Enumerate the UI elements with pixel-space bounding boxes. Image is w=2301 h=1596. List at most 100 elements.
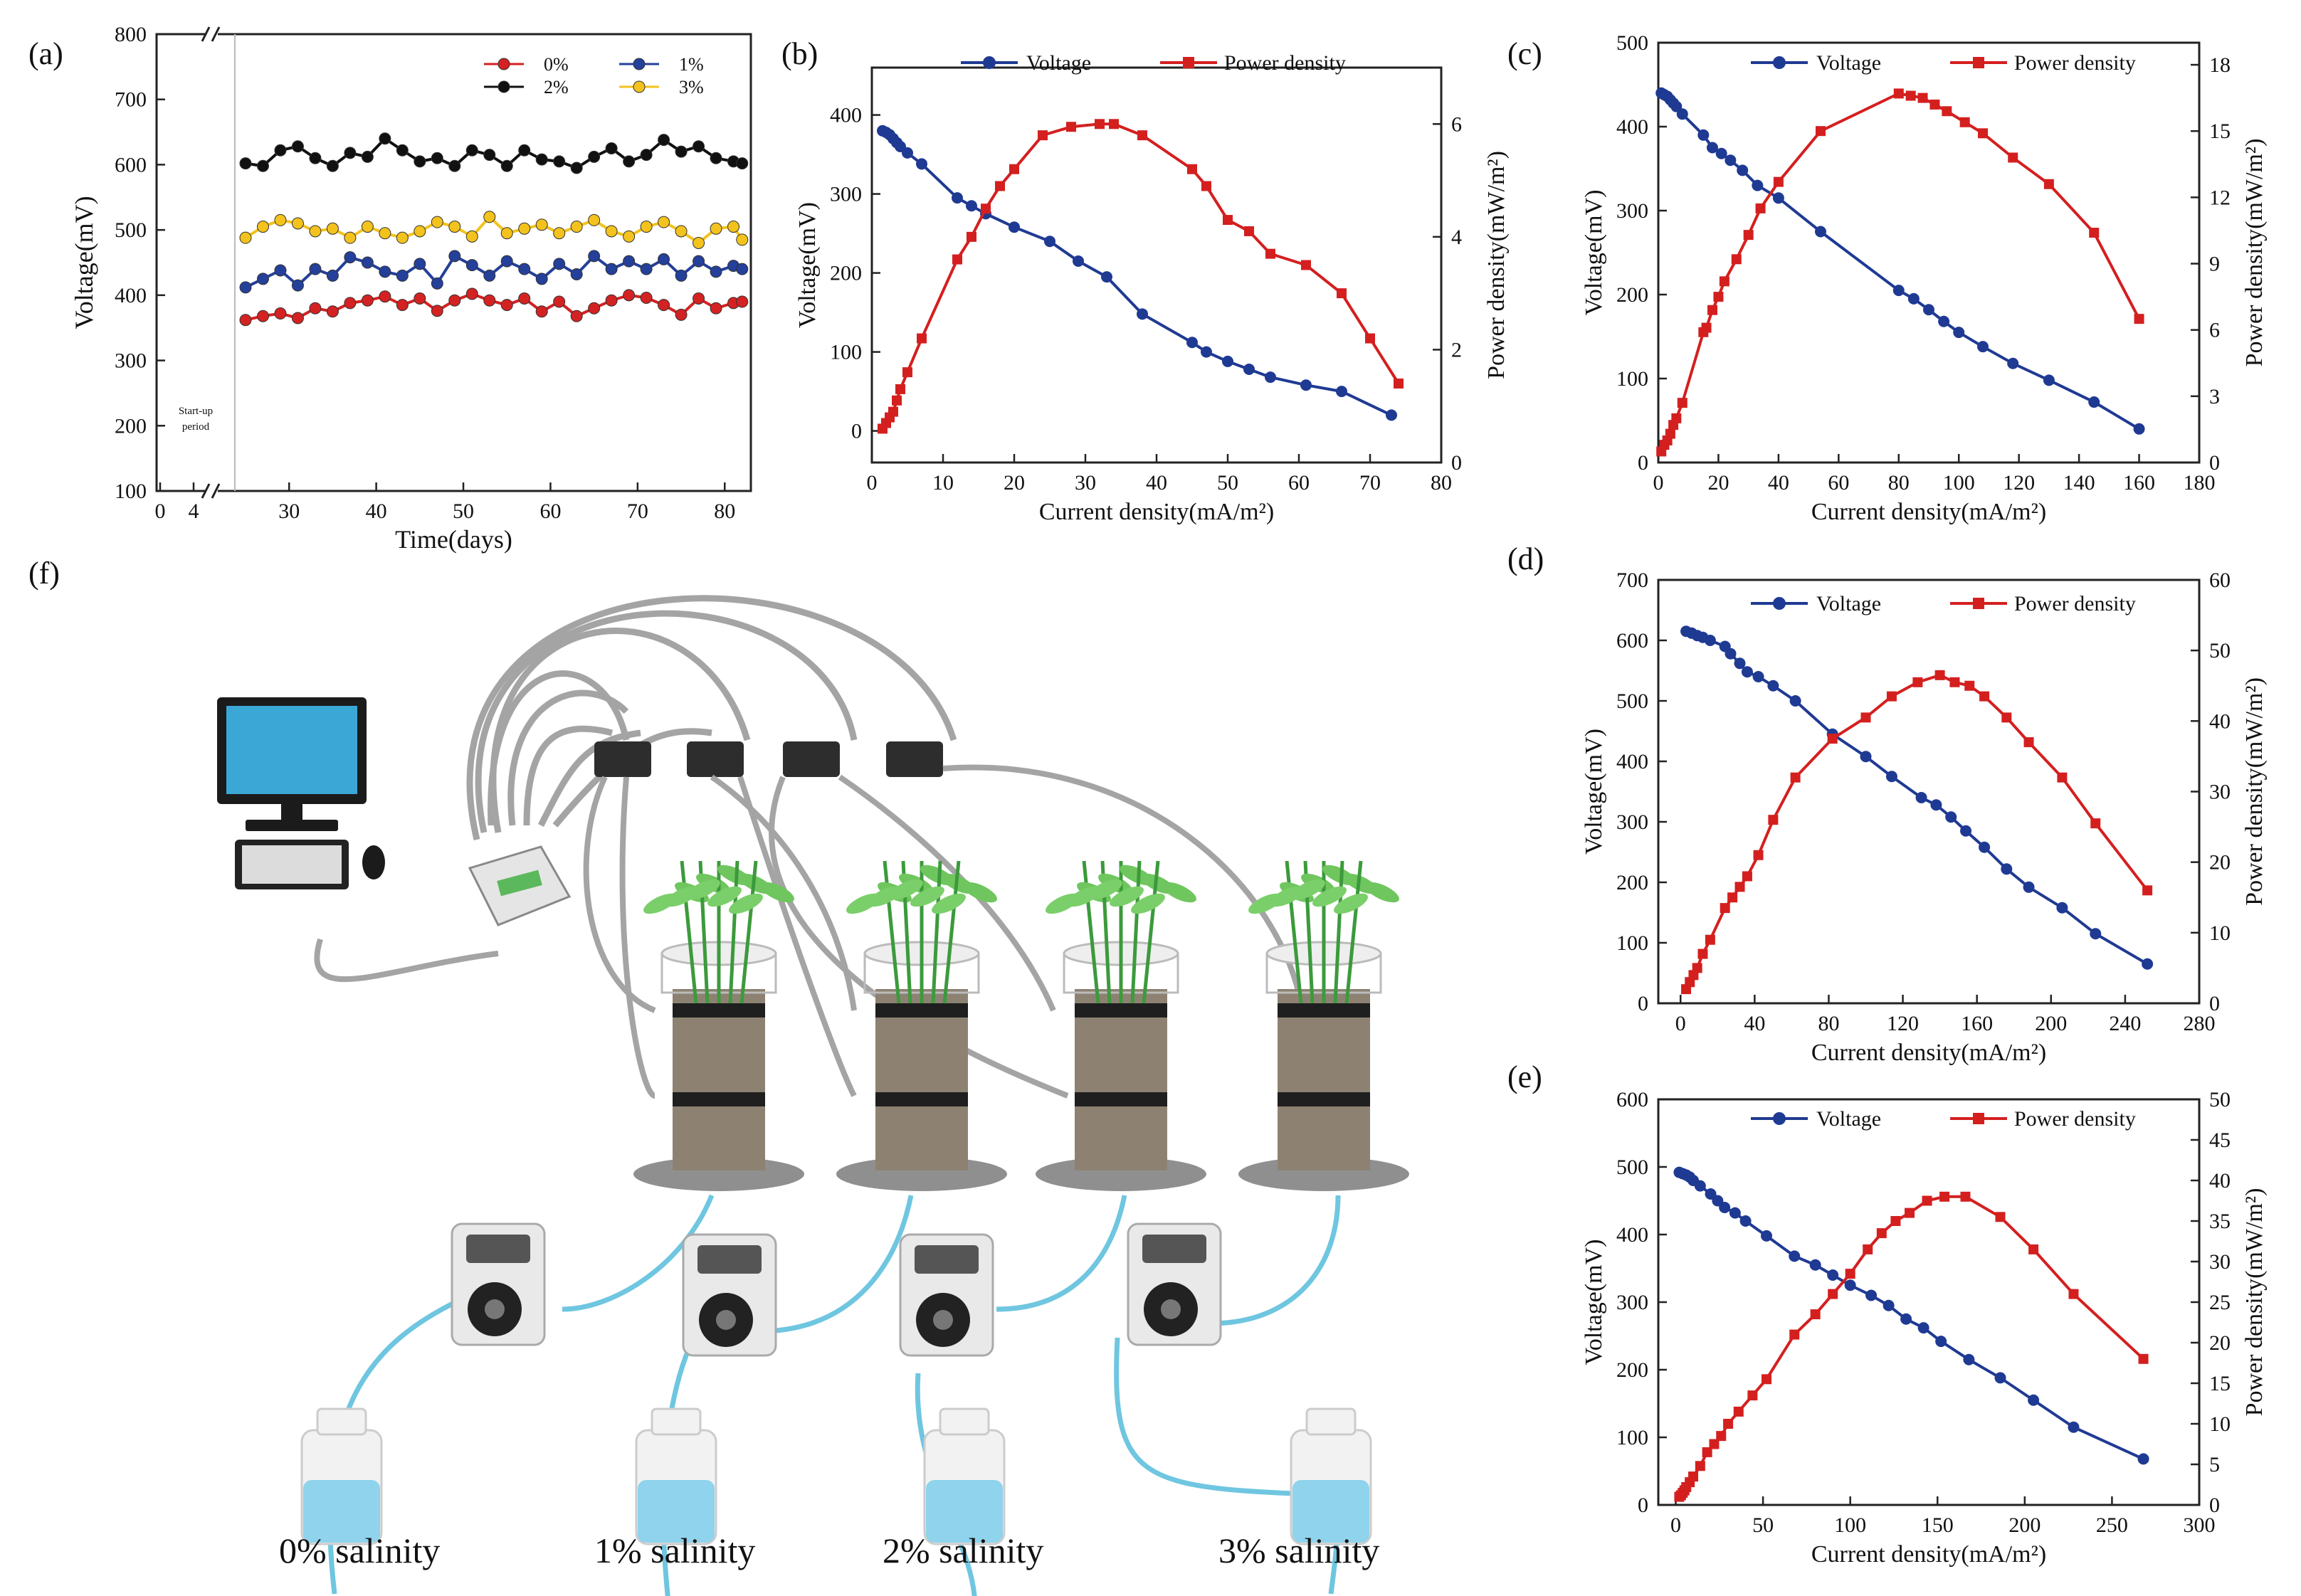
legend-voltage-marker [1773,597,1786,610]
x-tick-label: 250 [2096,1513,2128,1537]
voltage-point [1827,1269,1839,1281]
power-point [1187,164,1197,174]
voltage-point [1789,1250,1801,1262]
y-tick-label: 100 [1616,1426,1648,1449]
series-point [588,250,601,263]
power-point [1828,1289,1838,1299]
y-tick-label: 400 [1616,1223,1648,1247]
power-point [2089,228,2100,238]
voltage-point [1994,1372,2006,1384]
y-tick-label: 600 [1616,629,1648,652]
x-tick-label: 120 [2003,471,2035,495]
plant-leaf [1131,893,1165,914]
y2-axis-label: Power density(mW/m²) [2241,1188,2268,1417]
x-tick-label: 0 [867,471,878,495]
series-point [431,277,443,290]
series-point [623,230,636,243]
bottle-icon [923,1407,1006,1545]
voltage-point [1101,271,1112,283]
series-point [239,157,252,170]
salinity-label-2: 2% salinity [883,1531,1044,1570]
series-point [274,307,287,320]
pump-display [697,1245,762,1274]
series-point [448,221,461,233]
voltage-point [2043,374,2055,386]
voltage-point [1953,327,1965,339]
plant-stem [1142,860,1160,1004]
legend-power-label: Power density [2014,592,2136,615]
power-point [2008,152,2018,163]
power-point [2001,712,2012,723]
series-point [291,217,304,230]
series-point [640,263,653,275]
voltage-point [1336,386,1347,398]
voltage-point [1844,1279,1856,1291]
y-tick-label: 200 [1616,283,1648,307]
series-point [675,145,688,158]
y-axis-label: Voltage(mV) [1581,1240,1607,1365]
plant-leaf [707,886,742,907]
voltage-point [1725,648,1737,660]
plant-leaf [1291,879,1325,900]
y-tick-label: 500 [1616,31,1648,55]
axis-break-mark [211,483,221,499]
y2-tick-label: 35 [2209,1210,2231,1233]
y-tick-label: 300 [1616,810,1648,834]
voltage-point [1073,255,1084,267]
voltage-point [1761,1230,1772,1242]
power-point [1845,1269,1855,1279]
chart-d-polarization: 0 40 80 120 160 200 240 28001002003004005006007… [1581,569,2268,1066]
y-axis-label: Voltage(mV) [1581,729,1607,855]
y2-tick-label: 12 [2209,186,2231,209]
voltage-point [2001,863,2013,875]
reactor-band [1278,1003,1370,1018]
power-point [1692,963,1702,973]
legend-voltage-label: Voltage [1816,51,1881,75]
y-tick-label: 300 [1616,199,1648,223]
voltage-point [1222,355,1233,367]
y-tick-label: 700 [1616,569,1648,592]
pump-rotor-hub [485,1299,505,1319]
series-point [640,149,653,162]
pump-rotor-hub [1161,1299,1181,1319]
y2-tick-label: 50 [2209,1088,2231,1111]
voltage-point [1300,379,1312,391]
power-point [967,231,976,242]
x-tick-label: 60 [1828,471,1849,495]
x-axis-label: Current density(mA/m²) [1811,499,2046,525]
chart-b-polarization: 0 10 20 30 40 50 60 70 8001002003004000246Curren… [794,51,1509,525]
voltage-point [2133,423,2145,435]
series-point [553,227,566,240]
series-point [396,299,409,312]
legend-power-marker [1973,57,1984,68]
series-point [588,302,601,315]
series-point [553,155,566,168]
plant-leaf [1162,882,1196,903]
power-point [1697,948,1708,959]
pump-icon [682,1233,777,1357]
power-point [1768,815,1779,825]
series-point [274,213,287,226]
series-point [570,310,583,322]
power-point [1038,130,1048,141]
plant-leaf [1312,886,1347,907]
series-point [588,150,601,163]
y-axis-label: Voltage(mV) [1581,190,1607,316]
legend-power-marker [1973,598,1984,609]
y2-tick-label: 0 [2209,1494,2220,1517]
power-point [1734,882,1745,892]
x-tick-label: 40 [1768,471,1789,495]
reactor-column [633,860,804,1191]
x-tick-label: 80 [1818,1012,1839,1035]
plot-frame [1657,41,2201,464]
x-axis-label: Current density(mA/m²) [1039,499,1274,525]
series-point [483,149,496,162]
y2-tick-label: 3 [2209,385,2220,408]
y-tick-label: 500 [115,218,147,242]
pump-display [1142,1235,1206,1263]
power-point [1665,428,1675,439]
power-point [1701,322,1712,333]
series-point [588,213,601,226]
power-point [1863,1244,1873,1254]
series-point [693,140,705,153]
